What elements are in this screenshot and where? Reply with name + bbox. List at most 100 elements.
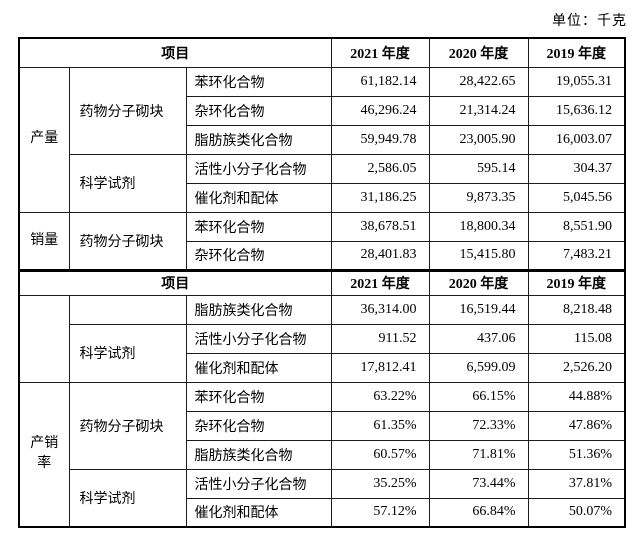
table-row: 催化剂和配体 17,812.41 6,599.09 2,526.20 — [19, 352, 626, 383]
table1-header-row: 项目 2021 年度 2020 年度 2019 年度 — [18, 37, 626, 68]
cell-compound: 活性小分子化合物 — [185, 323, 332, 354]
cell-value-2019: 8,218.48 — [527, 294, 626, 325]
cell-value-2020: 72.33% — [428, 410, 529, 441]
cell-compound: 活性小分子化合物 — [185, 468, 332, 499]
cell-value-2020: 437.06 — [428, 323, 529, 354]
cell-value-2021: 63.22% — [330, 381, 430, 412]
cell-value-2019: 50.07% — [527, 497, 626, 528]
cell-value-2019: 15,636.12 — [527, 95, 626, 126]
unit-label: 单位：千克 — [552, 14, 627, 29]
header-year-2021: 2021 年度 — [330, 270, 430, 296]
table-row: 脂肪族类化合物 59,949.78 23,005.90 16,003.07 — [19, 124, 626, 155]
table-row: 产销率 药物分子砌块 苯环化合物 63.22% 66.15% 44.88% — [18, 381, 626, 528]
header-item: 项目 — [18, 270, 332, 296]
cell-group-production: 产量 — [18, 66, 70, 213]
cell-value-2021: 38,678.51 — [330, 211, 430, 242]
cell-subgroup-reagents: 科学试剂 — [68, 153, 187, 213]
cell-value-2019: 47.86% — [527, 410, 626, 441]
cell-value-2021: 35.25% — [330, 468, 430, 499]
cell-compound: 苯环化合物 — [185, 66, 332, 97]
header-year-2019: 2019 年度 — [527, 37, 626, 68]
table-row: 销量 药物分子砌块 苯环化合物 38,678.51 18,800.34 8,55… — [18, 211, 626, 271]
cell-value-2019: 19,055.31 — [527, 66, 626, 97]
cell-value-2020: 21,314.24 — [428, 95, 529, 126]
cell-value-2021: 59,949.78 — [330, 124, 430, 155]
cell-value-2021: 61,182.14 — [330, 66, 430, 97]
cell-value-2020: 18,800.34 — [428, 211, 529, 242]
header-year-2020: 2020 年度 — [428, 37, 529, 68]
cell-value-2020: 28,422.65 — [428, 66, 529, 97]
cell-subgroup-reagents: 科学试剂 — [68, 468, 187, 528]
table-row: 催化剂和配体 57.12% 66.84% 50.07% — [19, 497, 626, 528]
table-row: 催化剂和配体 31,186.25 9,873.35 5,045.56 — [19, 182, 626, 213]
cell-value-2020: 66.84% — [428, 497, 529, 528]
cell-value-2019: 44.88% — [527, 381, 626, 412]
cell-value-2021: 17,812.41 — [330, 352, 430, 383]
cell-value-2019: 304.37 — [527, 153, 626, 184]
cell-compound: 活性小分子化合物 — [185, 153, 332, 184]
cell-value-2021: 2,586.05 — [330, 153, 430, 184]
cell-compound: 杂环化合物 — [185, 410, 332, 441]
table-row: 脂肪族类化合物 60.57% 71.81% 51.36% — [19, 439, 626, 470]
cell-value-2021: 36,314.00 — [330, 294, 430, 325]
cell-value-2019: 2,526.20 — [527, 352, 626, 383]
cell-value-2019: 51.36% — [527, 439, 626, 470]
table-row: 杂环化合物 46,296.24 21,314.24 15,636.12 — [19, 95, 626, 126]
cell-compound: 催化剂和配体 — [185, 182, 332, 213]
table2-header-row: 项目 2021 年度 2020 年度 2019 年度 — [18, 270, 626, 296]
cell-value-2020: 71.81% — [428, 439, 529, 470]
table-row: 脂肪族类化合物 36,314.00 16,519.44 8,218.48 — [18, 294, 626, 383]
cell-value-2020: 73.44% — [428, 468, 529, 499]
cell-value-2020: 23,005.90 — [428, 124, 529, 155]
table-row: 科学试剂 活性小分子化合物 911.52 437.06 115.08 — [19, 323, 626, 383]
cell-value-2020: 15,415.80 — [428, 240, 529, 271]
cell-compound: 杂环化合物 — [185, 240, 332, 271]
table-row: 杂环化合物 28,401.83 15,415.80 7,483.21 — [19, 240, 626, 271]
header-item: 项目 — [18, 37, 332, 68]
cell-value-2021: 28,401.83 — [330, 240, 430, 271]
cell-value-2019: 16,003.07 — [527, 124, 626, 155]
cell-subgroup-drug-blocks: 药物分子砌块 — [68, 381, 187, 470]
cell-compound: 脂肪族类化合物 — [185, 439, 332, 470]
table-row: 杂环化合物 61.35% 72.33% 47.86% — [19, 410, 626, 441]
cell-value-2021: 31,186.25 — [330, 182, 430, 213]
cell-compound: 杂环化合物 — [185, 95, 332, 126]
cell-value-2021: 46,296.24 — [330, 95, 430, 126]
header-year-2021: 2021 年度 — [330, 37, 430, 68]
cell-value-2021: 57.12% — [330, 497, 430, 528]
cell-compound: 苯环化合物 — [185, 381, 332, 412]
cell-value-2020: 66.15% — [428, 381, 529, 412]
cell-subgroup-reagents: 科学试剂 — [68, 323, 187, 383]
cell-group-ratio: 产销率 — [18, 381, 70, 528]
sales-ratio-table: 项目 2021 年度 2020 年度 2019 年度 脂肪族类化合物 36,31… — [18, 270, 627, 528]
cell-compound: 催化剂和配体 — [185, 497, 332, 528]
cell-subgroup-drug-blocks: 药物分子砌块 — [68, 66, 187, 155]
cell-value-2019: 115.08 — [527, 323, 626, 354]
cell-subgroup-drug-blocks: 药物分子砌块 — [68, 211, 187, 271]
cell-value-2020: 9,873.35 — [428, 182, 529, 213]
cell-value-2021: 61.35% — [330, 410, 430, 441]
cell-value-2021: 60.57% — [330, 439, 430, 470]
cell-compound: 脂肪族类化合物 — [185, 294, 332, 325]
cell-value-2020: 16,519.44 — [428, 294, 529, 325]
cell-value-2020: 595.14 — [428, 153, 529, 184]
header-year-2019: 2019 年度 — [527, 270, 626, 296]
cell-compound: 苯环化合物 — [185, 211, 332, 242]
cell-value-2019: 5,045.56 — [527, 182, 626, 213]
cell-subgroup-empty — [68, 294, 187, 325]
cell-compound: 催化剂和配体 — [185, 352, 332, 383]
cell-value-2019: 7,483.21 — [527, 240, 626, 271]
table-row: 科学试剂 活性小分子化合物 35.25% 73.44% 37.81% — [19, 468, 626, 528]
table-row: 产量 药物分子砌块 苯环化合物 61,182.14 28,422.65 19,0… — [18, 66, 626, 213]
cell-group-sales: 销量 — [18, 211, 70, 271]
cell-compound: 脂肪族类化合物 — [185, 124, 332, 155]
tables-container: 项目 2021 年度 2020 年度 2019 年度 产量 药物分子砌块 苯环化… — [18, 37, 627, 528]
cell-group-empty — [18, 294, 70, 383]
cell-value-2021: 911.52 — [330, 323, 430, 354]
cell-value-2019: 8,551.90 — [527, 211, 626, 242]
header-year-2020: 2020 年度 — [428, 270, 529, 296]
production-sales-table: 项目 2021 年度 2020 年度 2019 年度 产量 药物分子砌块 苯环化… — [18, 37, 627, 271]
cell-value-2019: 37.81% — [527, 468, 626, 499]
table-row: 科学试剂 活性小分子化合物 2,586.05 595.14 304.37 — [19, 153, 626, 213]
